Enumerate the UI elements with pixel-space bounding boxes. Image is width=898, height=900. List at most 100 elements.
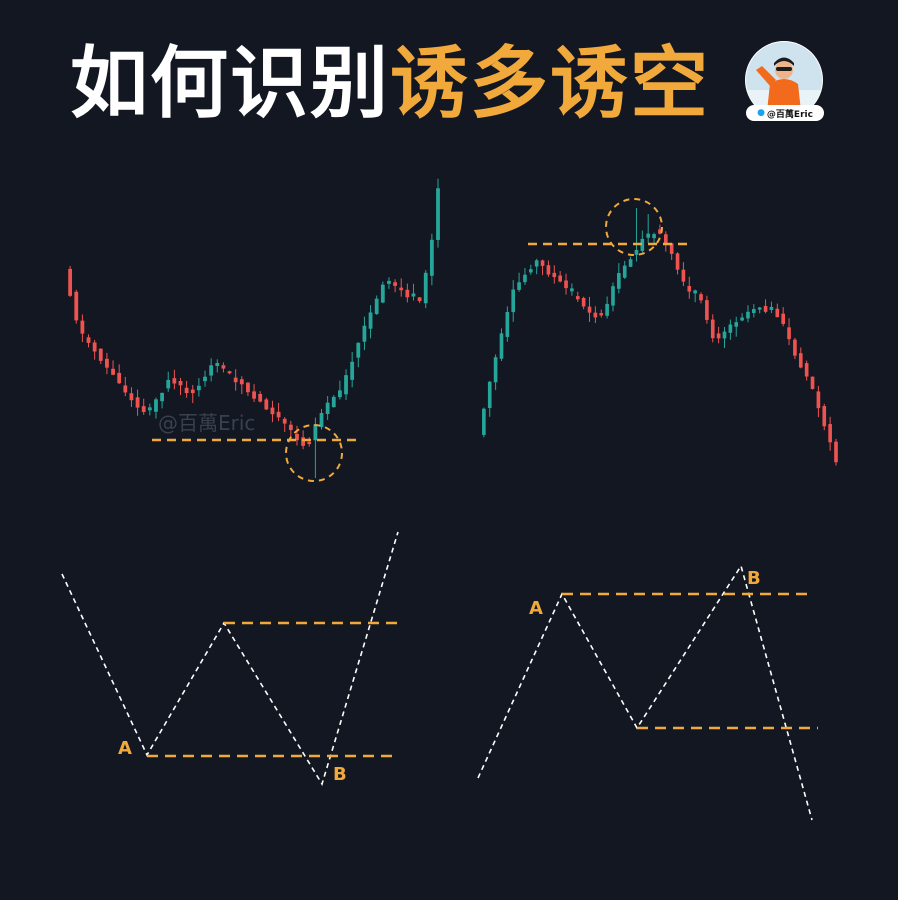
candle-body bbox=[344, 375, 348, 395]
candle-body bbox=[564, 280, 568, 289]
left-point-b-label: B bbox=[333, 764, 347, 785]
candle-body bbox=[233, 377, 238, 383]
candle-body bbox=[393, 282, 397, 286]
avatar-handle-text: @百萬Eric bbox=[766, 109, 813, 120]
candle-body bbox=[787, 327, 791, 340]
candle-body bbox=[581, 297, 586, 307]
candle-body bbox=[147, 407, 152, 411]
candle-body bbox=[570, 288, 574, 292]
candle-body bbox=[534, 260, 539, 267]
candle-body bbox=[154, 399, 158, 412]
candle-body bbox=[160, 392, 164, 402]
candle-body bbox=[417, 297, 422, 302]
candle-body bbox=[622, 265, 627, 278]
candle-body bbox=[546, 265, 551, 275]
candle-body bbox=[505, 311, 510, 337]
candle-body bbox=[710, 319, 715, 339]
candle-body bbox=[575, 296, 580, 300]
candle-body bbox=[517, 282, 521, 290]
candle-body bbox=[699, 294, 703, 301]
candle-body bbox=[687, 285, 692, 292]
candle-body bbox=[646, 233, 651, 238]
candle-body bbox=[658, 229, 662, 234]
candle-body bbox=[129, 393, 134, 401]
candle-body bbox=[246, 382, 250, 393]
candle-body bbox=[74, 291, 79, 321]
candle-body bbox=[429, 239, 434, 276]
candle-body bbox=[634, 249, 639, 255]
candlestick-chart-left bbox=[68, 178, 440, 478]
candle-body bbox=[405, 289, 410, 298]
candle-body bbox=[276, 411, 281, 418]
candle-body bbox=[752, 309, 756, 313]
title-part-1: 如何识别 bbox=[70, 39, 391, 129]
candle-body bbox=[258, 393, 263, 402]
candle-body bbox=[368, 312, 373, 329]
candle-body bbox=[411, 293, 416, 297]
right-point-b-label: B bbox=[747, 568, 761, 589]
candle-body bbox=[652, 234, 656, 239]
candle-body bbox=[68, 268, 73, 296]
candle-body bbox=[705, 300, 709, 320]
candle-body bbox=[141, 406, 146, 412]
candle-body bbox=[307, 441, 312, 445]
candle-body bbox=[681, 269, 686, 282]
candle-body bbox=[781, 313, 785, 325]
candle-body bbox=[252, 391, 256, 399]
candle-body bbox=[810, 376, 815, 389]
bear-trap-path bbox=[61, 531, 399, 786]
left-point-a-label: A bbox=[118, 738, 132, 759]
candle-body bbox=[423, 272, 428, 304]
false-breakdown-circle bbox=[285, 424, 343, 482]
candle-body bbox=[239, 379, 244, 385]
page-title: 如何识别 诱多诱空 bbox=[70, 22, 710, 132]
candle-body bbox=[399, 287, 404, 291]
candle-body bbox=[804, 363, 809, 377]
candle-body bbox=[98, 348, 103, 361]
candle-body bbox=[209, 365, 214, 376]
candle-body bbox=[822, 406, 827, 427]
candle-body bbox=[221, 365, 226, 369]
title-part-2: 诱多诱空 bbox=[390, 39, 711, 129]
candle-body bbox=[552, 272, 557, 278]
candle-body bbox=[775, 308, 780, 318]
candlestick-chart-right bbox=[482, 208, 838, 466]
candle-body bbox=[599, 313, 604, 316]
candle-body bbox=[669, 243, 674, 254]
candle-body bbox=[105, 358, 109, 368]
candle-body bbox=[593, 312, 598, 318]
candle-body bbox=[196, 385, 201, 391]
candle-body bbox=[111, 368, 115, 375]
avatar-handle: ● @百萬Eric bbox=[746, 105, 824, 121]
candle-body bbox=[350, 361, 355, 380]
candle-body bbox=[558, 275, 562, 282]
candle-body bbox=[356, 342, 361, 358]
watermark: @百萬Eric bbox=[158, 411, 255, 435]
candle-body bbox=[184, 387, 189, 394]
candle-body bbox=[172, 378, 177, 384]
candle-body bbox=[499, 333, 504, 359]
candle-body bbox=[92, 342, 97, 352]
candle-body bbox=[190, 389, 195, 394]
candle-body bbox=[482, 408, 486, 435]
candle-body bbox=[834, 441, 838, 463]
candle-body bbox=[523, 274, 527, 283]
false-breakout-circle bbox=[605, 198, 663, 256]
candle-body bbox=[374, 298, 379, 314]
candle-body bbox=[227, 371, 232, 374]
candle-body bbox=[264, 399, 269, 410]
candle-body bbox=[380, 284, 385, 303]
candle-body bbox=[270, 407, 275, 415]
candle-body bbox=[135, 397, 140, 408]
right-point-a-label: A bbox=[529, 598, 543, 619]
candle-body bbox=[663, 234, 668, 244]
candle-body bbox=[722, 331, 727, 339]
candle-body bbox=[798, 353, 803, 368]
candle-body bbox=[325, 402, 330, 414]
candle-body bbox=[763, 305, 768, 312]
candle-body bbox=[178, 380, 183, 386]
candle-body bbox=[746, 311, 750, 319]
candle-body bbox=[628, 259, 633, 267]
candle-body bbox=[331, 396, 336, 408]
